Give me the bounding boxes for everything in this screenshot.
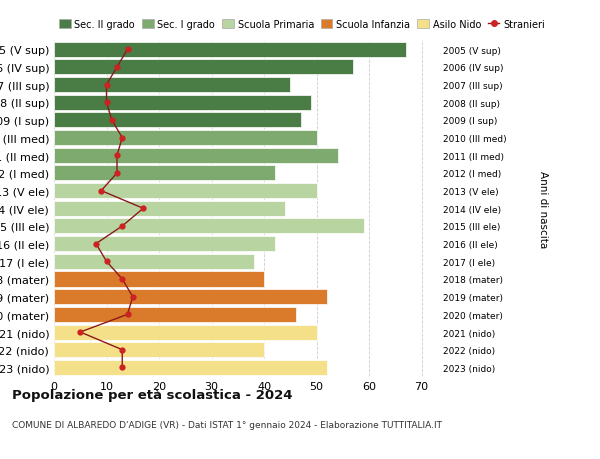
Bar xyxy=(54,254,254,269)
Bar xyxy=(54,237,275,252)
Bar xyxy=(54,78,290,93)
Text: COMUNE DI ALBAREDO D'ADIGE (VR) - Dati ISTAT 1° gennaio 2024 - Elaborazione TUTT: COMUNE DI ALBAREDO D'ADIGE (VR) - Dati I… xyxy=(12,420,442,429)
Bar xyxy=(54,290,327,304)
Bar xyxy=(54,360,327,375)
Text: Popolazione per età scolastica - 2024: Popolazione per età scolastica - 2024 xyxy=(12,388,293,401)
Bar xyxy=(54,307,296,322)
Bar xyxy=(54,113,301,128)
Bar xyxy=(54,131,317,146)
Bar xyxy=(54,43,406,58)
Bar xyxy=(54,219,364,234)
Bar xyxy=(54,148,337,163)
Legend: Sec. II grado, Sec. I grado, Scuola Primaria, Scuola Infanzia, Asilo Nido, Stran: Sec. II grado, Sec. I grado, Scuola Prim… xyxy=(59,20,545,30)
Bar xyxy=(54,184,317,199)
Bar xyxy=(54,202,285,216)
Bar xyxy=(54,272,264,287)
Bar xyxy=(54,342,264,358)
Bar xyxy=(54,95,311,111)
Bar xyxy=(54,325,317,340)
Bar xyxy=(54,60,353,75)
Bar xyxy=(54,166,275,181)
Y-axis label: Anni di nascita: Anni di nascita xyxy=(538,170,548,247)
